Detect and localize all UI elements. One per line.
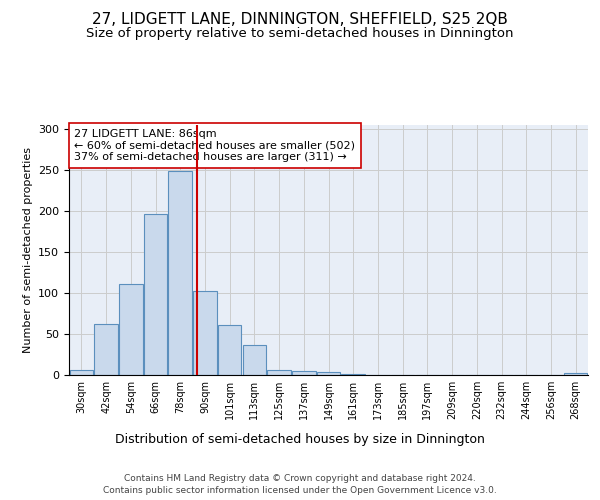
Bar [292, 371, 316, 375]
Text: Distribution of semi-detached houses by size in Dinnington: Distribution of semi-detached houses by … [115, 432, 485, 446]
Bar [341, 374, 365, 375]
Text: Size of property relative to semi-detached houses in Dinnington: Size of property relative to semi-detach… [86, 28, 514, 40]
Text: 27 LIDGETT LANE: 86sqm
← 60% of semi-detached houses are smaller (502)
37% of se: 27 LIDGETT LANE: 86sqm ← 60% of semi-det… [74, 128, 355, 162]
Text: 27, LIDGETT LANE, DINNINGTON, SHEFFIELD, S25 2QB: 27, LIDGETT LANE, DINNINGTON, SHEFFIELD,… [92, 12, 508, 28]
Bar [193, 290, 217, 375]
Bar [144, 214, 167, 375]
Bar [242, 346, 266, 375]
Bar [169, 171, 192, 375]
Text: Contains HM Land Registry data © Crown copyright and database right 2024.: Contains HM Land Registry data © Crown c… [124, 474, 476, 483]
Text: Contains public sector information licensed under the Open Government Licence v3: Contains public sector information licen… [103, 486, 497, 495]
Y-axis label: Number of semi-detached properties: Number of semi-detached properties [23, 147, 32, 353]
Bar [218, 325, 241, 375]
Bar [564, 372, 587, 375]
Bar [268, 370, 291, 375]
Bar [119, 284, 143, 375]
Bar [70, 370, 93, 375]
Bar [94, 324, 118, 375]
Bar [317, 372, 340, 375]
